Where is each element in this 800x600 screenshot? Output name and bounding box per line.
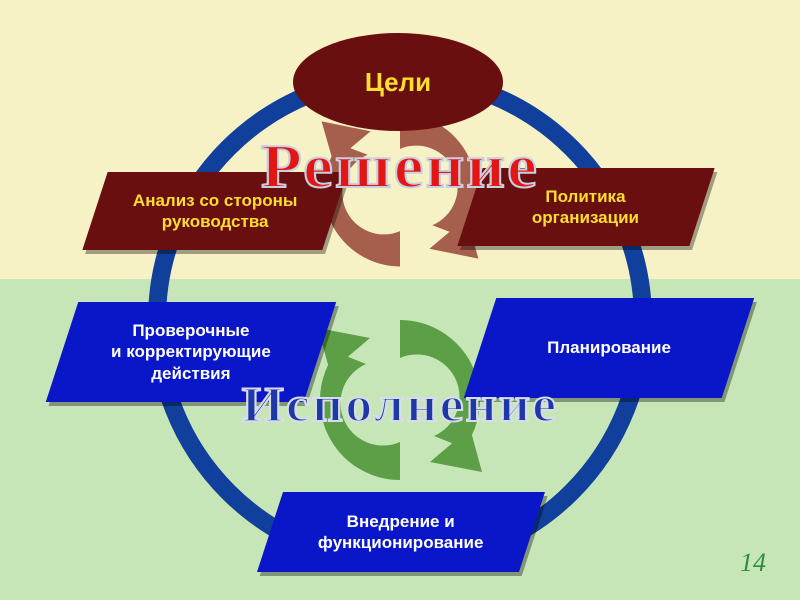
box-implement-label: Внедрение ифункционирование bbox=[308, 505, 494, 560]
decision-wordart: Решение bbox=[0, 132, 800, 203]
goals-ellipse: Цели bbox=[293, 33, 503, 131]
goals-label: Цели bbox=[365, 67, 431, 98]
slide-number: 14 bbox=[740, 548, 766, 578]
execution-wordart: Исполнение bbox=[0, 375, 800, 433]
diagram-stage: Цели Анализ со стороныруководстваПолитик… bbox=[0, 0, 800, 600]
box-implement: Внедрение ифункционирование bbox=[257, 492, 545, 572]
box-plan-label: Планирование bbox=[537, 331, 681, 364]
